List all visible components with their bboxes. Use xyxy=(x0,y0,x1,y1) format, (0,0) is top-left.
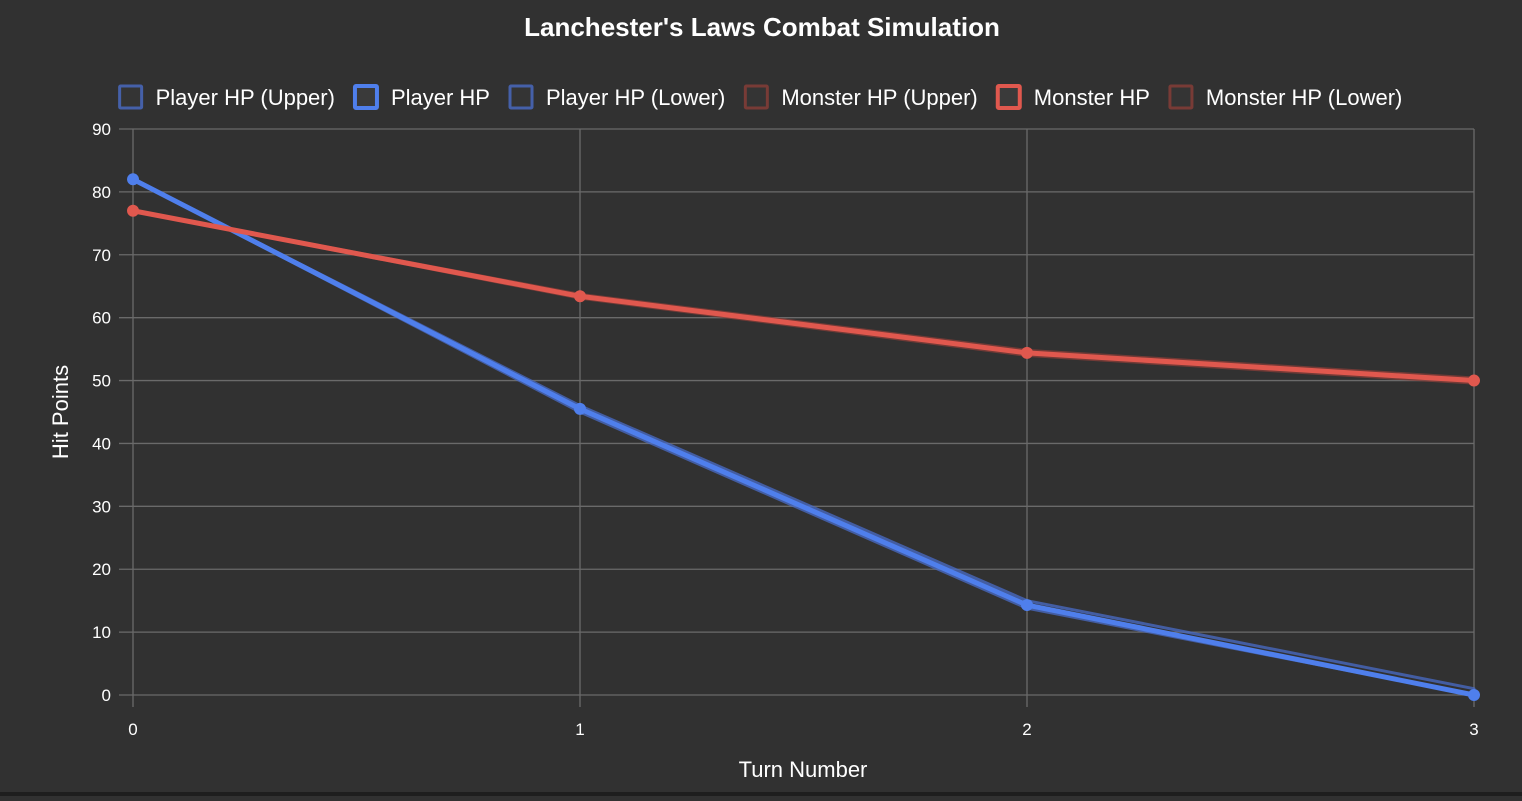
data-point xyxy=(1021,346,1033,359)
bottom-rule xyxy=(0,792,1522,796)
x-tick-label: 3 xyxy=(1469,720,1478,739)
grid xyxy=(119,128,1475,707)
series-layer xyxy=(127,173,1480,701)
y-tick-label: 60 xyxy=(92,309,111,328)
legend-swatch xyxy=(1168,84,1194,110)
series-line xyxy=(130,208,1477,384)
data-point xyxy=(127,173,139,186)
y-tick-label: 50 xyxy=(92,372,111,391)
x-tick-label: 0 xyxy=(128,720,137,739)
chart-title: Lanchester's Laws Combat Simulation xyxy=(524,12,1000,42)
series-line xyxy=(131,209,1476,385)
y-tick-label: 90 xyxy=(92,120,111,139)
data-point xyxy=(127,204,139,217)
data-point xyxy=(1021,599,1033,612)
y-tick-label: 40 xyxy=(92,434,111,453)
series-line xyxy=(131,209,1476,380)
x-axis-ticks: 0 1 2 3 xyxy=(128,720,1478,739)
data-point xyxy=(574,290,586,303)
legend-label: Player HP (Upper) xyxy=(156,85,335,110)
legend-label: Monster HP (Upper) xyxy=(781,85,977,110)
legend-swatch xyxy=(743,84,769,110)
series-line xyxy=(131,177,1476,697)
data-point xyxy=(1468,689,1480,701)
y-tick-label: 10 xyxy=(92,623,111,642)
x-axis-title: Turn Number xyxy=(739,757,868,782)
data-point xyxy=(574,402,586,415)
legend-label: Player HP xyxy=(391,85,490,110)
legend-swatch xyxy=(352,84,379,110)
y-axis-title: Hit Points xyxy=(48,365,73,459)
y-tick-label: 0 xyxy=(102,686,111,705)
legend-swatch xyxy=(995,84,1022,110)
legend-label: Monster HP (Lower) xyxy=(1206,85,1402,110)
legend: Player HP (Upper) Player HP Player HP (Low… xyxy=(118,84,1402,110)
data-point xyxy=(1468,374,1480,387)
legend-label: Monster HP xyxy=(1034,85,1150,110)
y-tick-label: 30 xyxy=(92,497,111,516)
y-tick-label: 70 xyxy=(92,246,111,265)
y-axis-ticks: 0 10 20 30 40 50 60 70 80 90 xyxy=(92,120,111,705)
series-line xyxy=(131,177,1476,691)
legend-label: Player HP (Lower) xyxy=(546,85,725,110)
legend-swatch xyxy=(508,84,534,110)
series-line xyxy=(130,176,1477,698)
x-tick-label: 2 xyxy=(1022,720,1031,739)
y-tick-label: 80 xyxy=(92,183,111,202)
y-tick-label: 20 xyxy=(92,560,111,579)
legend-swatch xyxy=(118,84,144,110)
x-tick-label: 1 xyxy=(575,720,584,739)
